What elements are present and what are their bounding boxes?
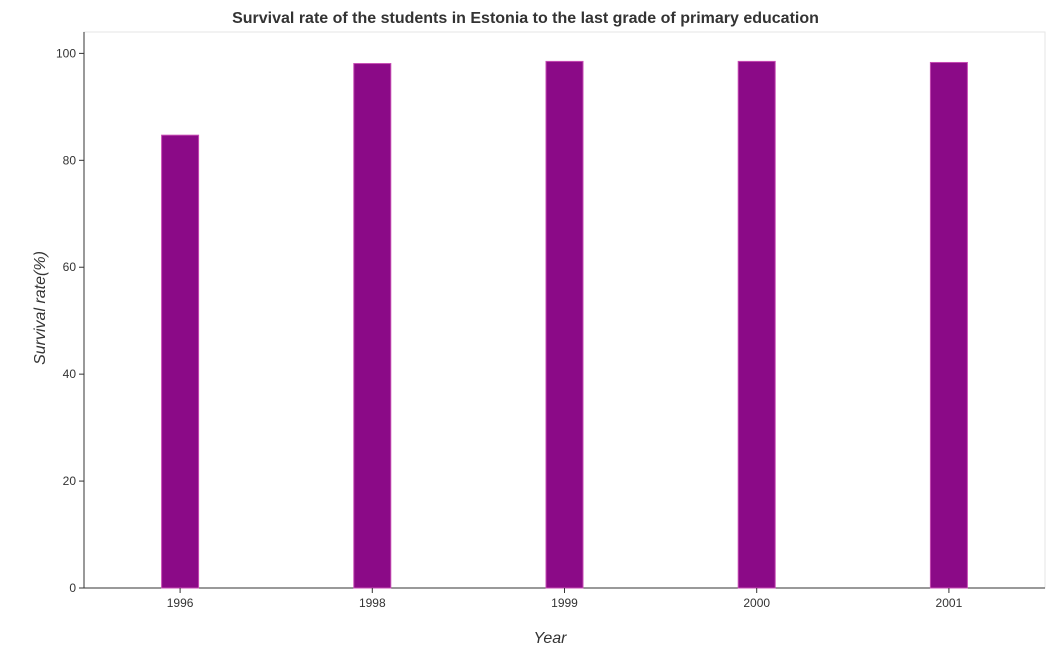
y-tick-label: 0 — [69, 581, 76, 595]
y-tick-label: 60 — [63, 260, 77, 274]
bar — [353, 63, 392, 589]
y-tick-label: 40 — [63, 367, 77, 381]
y-tick-label: 100 — [56, 46, 76, 60]
x-axis-title: Year — [534, 630, 568, 647]
x-tick-label: 1998 — [359, 596, 386, 610]
chart-title: Survival rate of the students in Estonia… — [232, 10, 819, 27]
bar — [737, 60, 776, 589]
x-tick-label: 2000 — [743, 596, 770, 610]
bar — [161, 134, 200, 589]
x-tick-label: 2001 — [936, 596, 963, 610]
plot-area: 0 20 40 60 80 100 1996 1998 1999 2000 2001 — [56, 31, 1046, 610]
y-tick-label: 80 — [63, 153, 77, 167]
x-tick-label: 1996 — [167, 596, 194, 610]
x-tick-label: 1999 — [551, 596, 578, 610]
y-axis-title: Survival rate(%) — [32, 251, 49, 365]
bar — [545, 60, 584, 589]
bar — [929, 61, 968, 589]
y-tick-label: 20 — [63, 474, 77, 488]
